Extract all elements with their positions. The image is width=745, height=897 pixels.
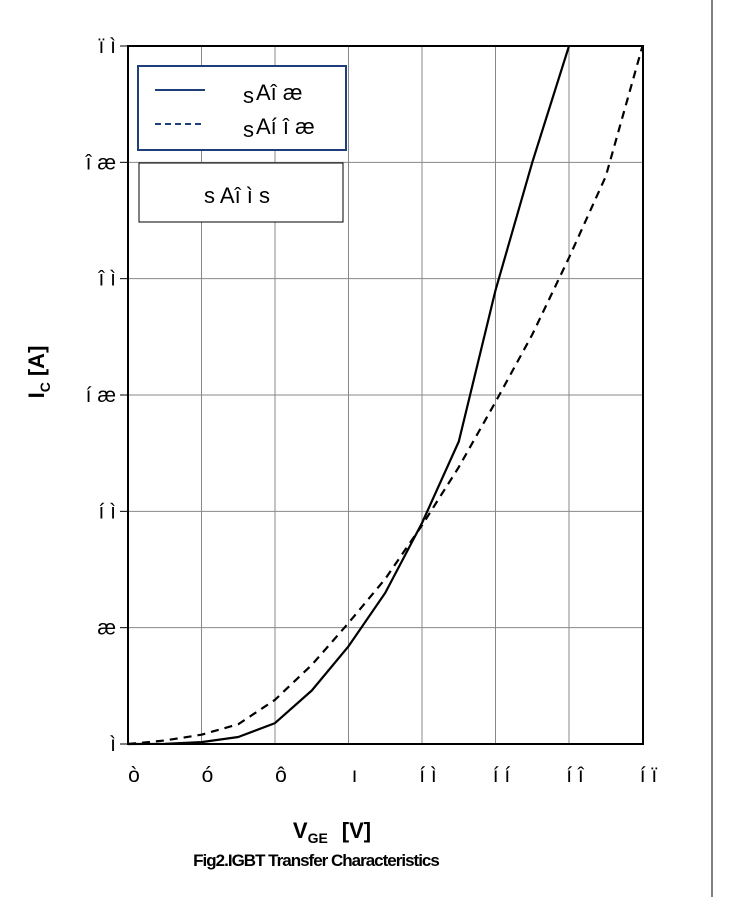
x-axis-label-main: V bbox=[293, 818, 308, 843]
condition-note-box bbox=[138, 162, 344, 223]
x-tick-label-5: í í bbox=[493, 764, 511, 787]
y-tick-label-6: ï ì bbox=[98, 35, 116, 58]
x-tick-label-3: ı bbox=[352, 764, 358, 787]
legend-solid-small: s bbox=[243, 83, 254, 108]
y-tick-label-2: í ì bbox=[98, 500, 116, 523]
y-axis-label: IC [A] bbox=[24, 346, 53, 399]
y-tick-label-0: ì bbox=[110, 733, 116, 756]
y-axis-label-text: IC [A] bbox=[24, 346, 53, 399]
x-tick-label-2: ô bbox=[275, 764, 287, 787]
condition-note-text: s Aî ì s bbox=[204, 183, 270, 208]
x-axis-label-sub: GE bbox=[308, 830, 328, 846]
x-tick-label-4: í ì bbox=[419, 764, 437, 787]
x-tick-label-0: ò bbox=[128, 764, 140, 787]
figure-caption: Fig2.IGBT Transfer Characteristics bbox=[193, 851, 439, 870]
legend-solid-label: Aî æ bbox=[256, 80, 302, 105]
y-tick-labels: ì æ í ì í æ î ì î æ ï ì bbox=[85, 35, 128, 756]
x-axis-label-unit: [V] bbox=[342, 818, 371, 843]
x-tick-label-6: í î bbox=[566, 764, 585, 787]
series-line-solid bbox=[127, 45, 571, 746]
legend: s Aî æ s Aí î æ bbox=[137, 65, 347, 151]
legend-dashed-label: Aí î æ bbox=[256, 114, 315, 139]
condition-note: s Aî ì s bbox=[138, 162, 344, 223]
y-axis-label-main: I bbox=[24, 392, 49, 398]
y-tick-label-4: î ì bbox=[97, 268, 116, 291]
grid-lines bbox=[128, 46, 643, 744]
y-axis-label-unit: [A] bbox=[24, 346, 49, 377]
y-tick-label-5: î æ bbox=[85, 151, 116, 174]
x-tick-label-1: ó bbox=[202, 764, 214, 787]
y-axis-label-sub: C bbox=[37, 382, 53, 392]
x-axis-label: VGE [V] bbox=[293, 818, 371, 846]
y-tick-label-3: í æ bbox=[86, 384, 116, 407]
y-tick-label-1: æ bbox=[97, 617, 116, 640]
series-line-dashed bbox=[127, 45, 644, 746]
legend-dashed-small: s bbox=[243, 117, 254, 142]
series-group bbox=[127, 45, 644, 746]
x-tick-label-7: í ï bbox=[640, 764, 658, 787]
legend-box bbox=[137, 65, 347, 151]
